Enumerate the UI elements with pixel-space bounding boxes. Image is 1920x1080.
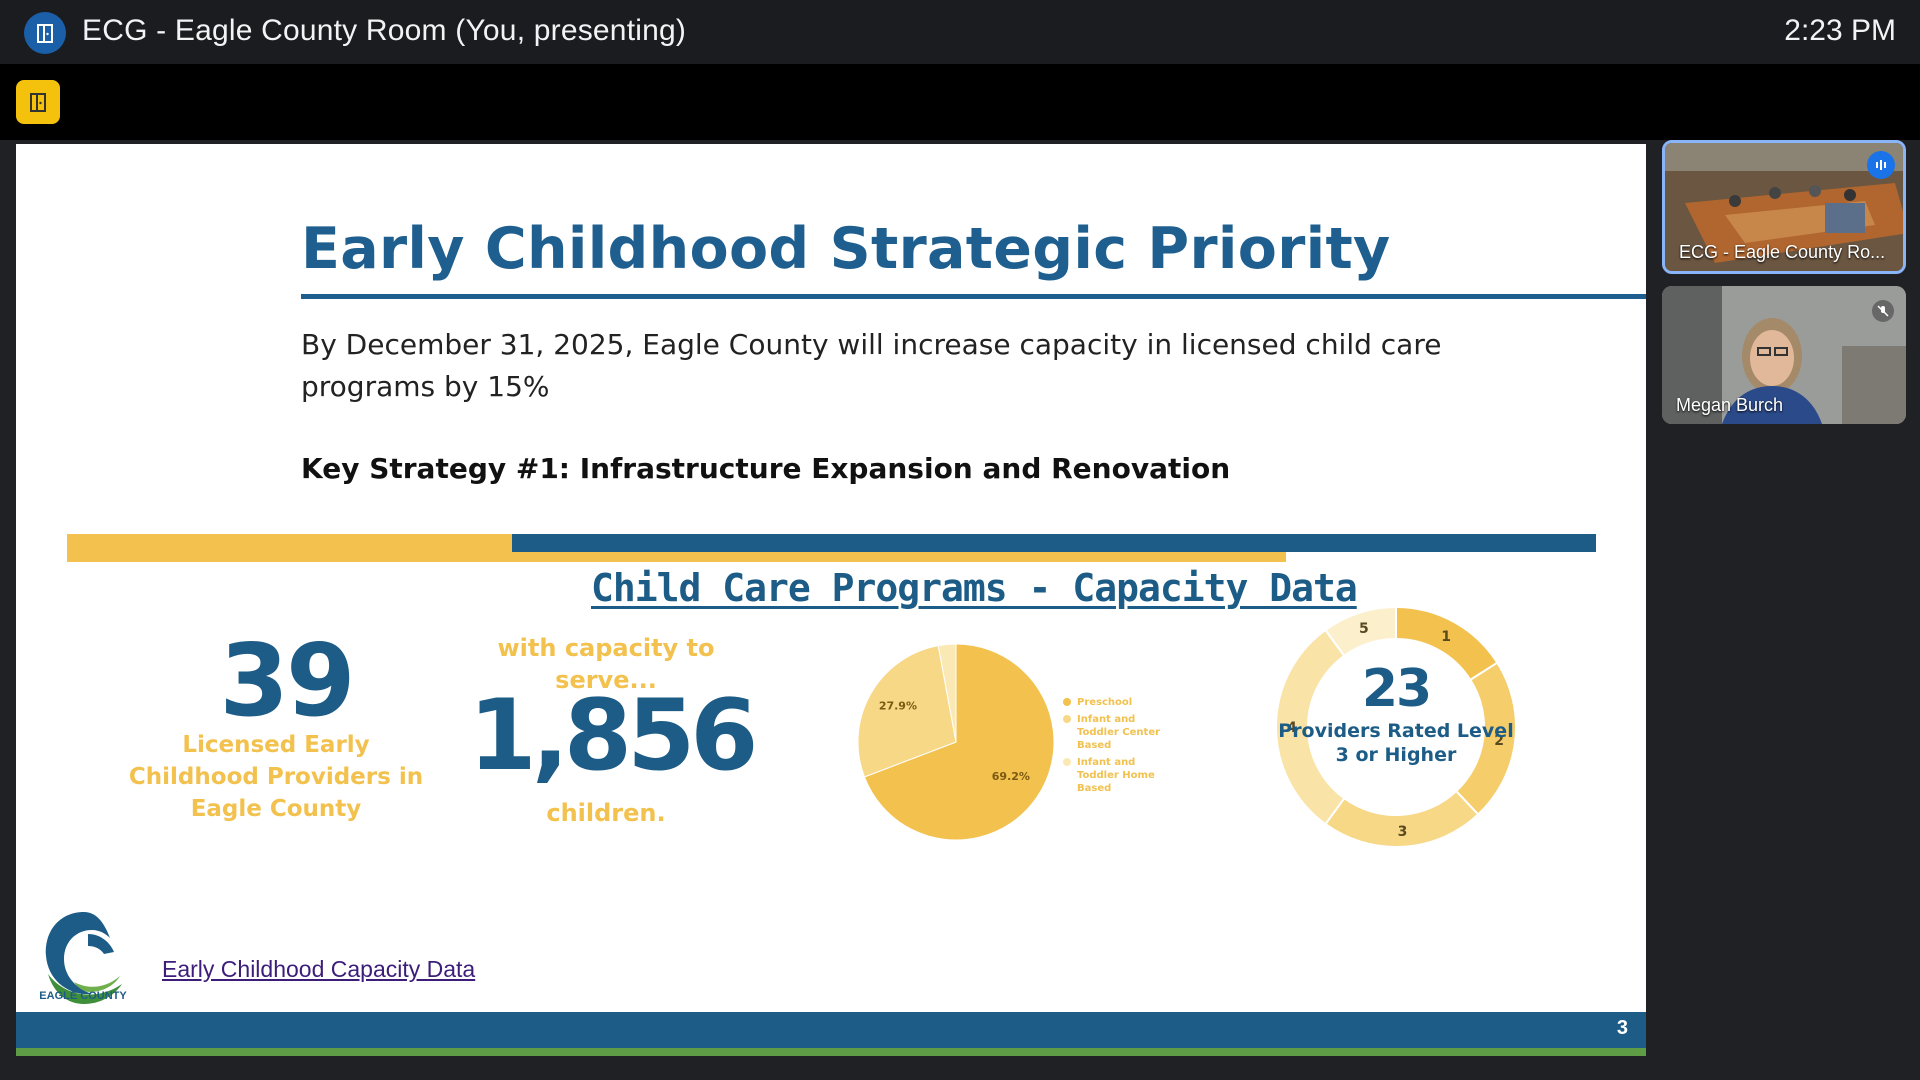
children-label: children. <box>546 799 666 827</box>
legend-label: Infant and Toddler Center Based <box>1077 714 1161 751</box>
rated-count: 23 <box>1361 659 1432 719</box>
serve-label: with capacity to serve... <box>497 634 715 694</box>
providers-label: Licensed Early Childhood Providers in Ea… <box>128 732 424 822</box>
pie-slice <box>857 645 957 778</box>
capacity-title: Child Care Programs - Capacity Data <box>591 566 1358 610</box>
donut-segment-label: 3 <box>1398 824 1408 840</box>
capacity-pie-chart: 69.2% 27.9% <box>857 643 1055 841</box>
participant-tile-megan[interactable]: Megan Burch <box>1662 286 1906 424</box>
donut-segment <box>1324 605 1397 658</box>
top-bar: ECG - Eagle County Room (You, presenting… <box>0 0 1920 64</box>
pie-data-label: 27.9% <box>879 699 917 712</box>
decor-band-yellow-lower <box>512 552 1286 562</box>
legend-label: Preschool <box>1077 697 1133 708</box>
goal-text: By December 31, 2025, Eagle County will … <box>301 328 1442 403</box>
capacity-data-link[interactable]: Early Childhood Capacity Data <box>162 956 476 982</box>
legend-item: Infant and Toddler Center Based <box>1063 713 1173 752</box>
legend-item: Infant and Toddler Home Based <box>1063 756 1173 795</box>
footer-band-blue <box>16 1012 1646 1048</box>
legend-swatch <box>1063 698 1071 706</box>
meeting-title: ECG - Eagle County Room (You, presenting… <box>82 14 687 47</box>
eagle-county-logo <box>45 912 122 1004</box>
participant-name: Megan Burch <box>1676 395 1784 415</box>
footer-band-green <box>16 1048 1646 1056</box>
toolbar-strip <box>0 64 1920 140</box>
strategy-text: Key Strategy #1: Infrastructure Expansio… <box>301 452 1231 485</box>
children-count: 1,856 <box>468 679 759 793</box>
participant-video-feed <box>1662 286 1906 424</box>
legend-label: Infant and Toddler Home Based <box>1077 757 1155 794</box>
pie-data-label: 69.2% <box>992 770 1030 783</box>
donut-segment-label: 5 <box>1359 621 1369 637</box>
room-badge-icon[interactable] <box>16 80 60 124</box>
pie-slice <box>863 643 1055 841</box>
rated-label: Providers Rated Level 3 or Higher <box>1278 720 1514 766</box>
participant-tile-room[interactable]: ECG - Eagle County Ro... <box>1662 140 1906 274</box>
donut-segment-label: 2 <box>1494 733 1504 749</box>
clock: 2:23 PM <box>1784 14 1896 47</box>
presentation-slide: Early Childhood Strategic Priority By De… <box>16 144 1646 1056</box>
providers-count: 39 <box>219 622 355 739</box>
page-number: 3 <box>1616 1017 1628 1039</box>
logo-text: EAGLE COUNTY <box>39 990 127 1002</box>
decor-band-blue <box>512 534 1596 552</box>
legend-item: Preschool <box>1063 696 1173 709</box>
slide-title: Early Childhood Strategic Priority <box>301 216 1391 282</box>
room-video-feed <box>1665 143 1903 271</box>
pie-slice <box>937 643 957 743</box>
mic-off-icon <box>1872 300 1894 322</box>
speaking-indicator-icon <box>1867 151 1895 179</box>
decor-band-yellow <box>67 534 512 562</box>
legend-swatch <box>1063 758 1071 766</box>
donut-segment-label: 4 <box>1287 720 1297 736</box>
participant-name: ECG - Eagle County Ro... <box>1679 242 1886 262</box>
title-rule <box>301 294 1646 299</box>
room-icon <box>24 12 66 54</box>
legend-swatch <box>1063 715 1071 723</box>
pie-legend: Preschool Infant and Toddler Center Based… <box>1063 696 1173 799</box>
donut-segment-label: 1 <box>1441 629 1451 645</box>
